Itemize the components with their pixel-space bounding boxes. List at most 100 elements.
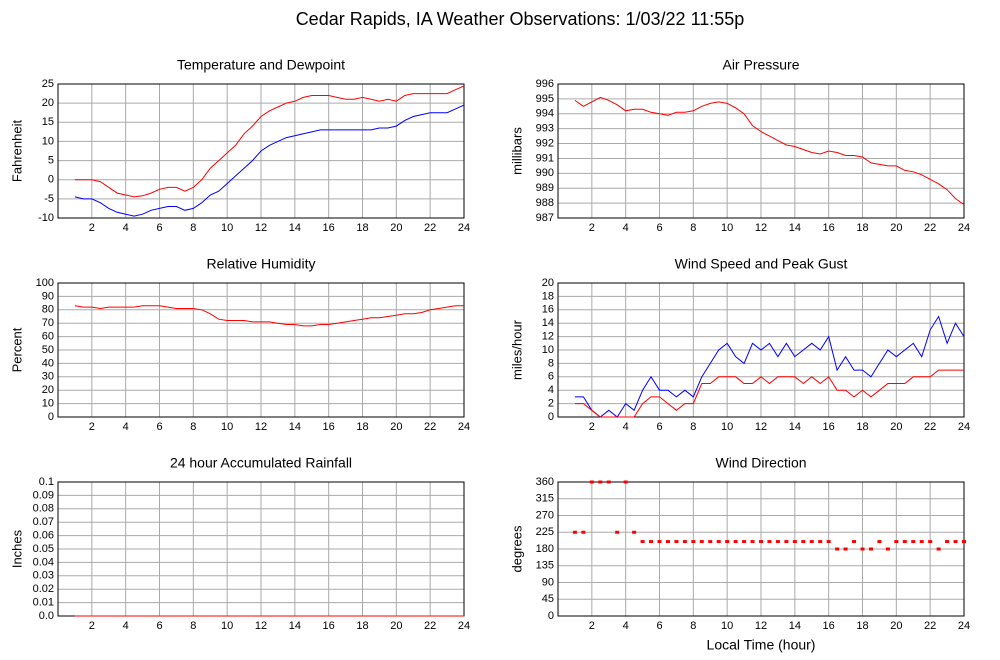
y-tick-label: 14: [542, 317, 554, 329]
data-point: [962, 540, 966, 544]
y-axis-label: degrees: [509, 525, 524, 572]
x-tick-label: 24: [458, 421, 470, 433]
y-tick-label: 10: [42, 398, 54, 410]
data-point: [902, 540, 907, 544]
data-point: [665, 540, 670, 544]
x-tick-label: 20: [890, 222, 902, 234]
data-point: [640, 540, 645, 544]
x-tick-label: 16: [823, 620, 835, 632]
data-point: [835, 547, 840, 551]
y-tick-label: 20: [542, 277, 554, 289]
x-tick-label: 14: [789, 620, 801, 632]
y-tick-label: 70: [42, 317, 54, 329]
y-tick-label: 5: [48, 154, 54, 166]
x-tick-label: 10: [221, 421, 233, 433]
data-point: [928, 540, 933, 544]
x-tick-label: 8: [190, 620, 196, 632]
y-tick-label: -10: [38, 212, 54, 224]
x-tick-label: 2: [589, 421, 595, 433]
x-tick-label: 14: [789, 222, 801, 234]
y-tick-label: 225: [536, 526, 554, 538]
x-tick-label: 18: [856, 222, 868, 234]
x-tick-label: 8: [190, 421, 196, 433]
x-tick-label: 18: [356, 421, 368, 433]
x-tick-label: 20: [890, 620, 902, 632]
data-point: [826, 540, 831, 544]
x-tick-label: 20: [390, 222, 402, 234]
y-tick-label: 992: [536, 137, 554, 149]
data-point: [657, 540, 662, 544]
x-tick-label: 22: [924, 222, 936, 234]
x-tick-label: 12: [255, 421, 267, 433]
y-tick-label: 20: [42, 97, 54, 109]
y-tick-label: 80: [42, 304, 54, 316]
data-point: [572, 530, 577, 534]
y-tick-label: 0.03: [33, 570, 54, 582]
x-tick-label: 8: [690, 222, 696, 234]
y-tick-label: 10: [542, 344, 554, 356]
x-tick-label: 16: [323, 421, 335, 433]
x-tick-label: 16: [823, 222, 835, 234]
x-tick-label: 18: [356, 222, 368, 234]
panel-title: Air Pressure: [722, 57, 799, 73]
y-tick-label: 100: [36, 277, 54, 289]
x-tick-label: 6: [656, 222, 662, 234]
x-tick-label: 24: [458, 222, 470, 234]
x-tick-label: 20: [390, 620, 402, 632]
y-tick-label: 0.06: [33, 530, 54, 542]
panel-title: Wind Speed and Peak Gust: [675, 256, 848, 272]
y-tick-label: 15: [42, 116, 54, 128]
x-tick-label: 2: [589, 222, 595, 234]
data-point: [699, 540, 704, 544]
y-tick-label: 993: [536, 123, 554, 135]
y-tick-label: 0.07: [33, 516, 54, 528]
y-tick-label: 0.05: [33, 543, 54, 555]
data-point: [792, 540, 797, 544]
data-point: [589, 480, 594, 484]
x-tick-label: 4: [123, 222, 129, 234]
y-tick-label: 991: [536, 152, 554, 164]
x-tick-label: 2: [89, 421, 95, 433]
panel-title: 24 hour Accumulated Rainfall: [170, 455, 352, 471]
x-tick-label: 18: [856, 620, 868, 632]
y-tick-label: 180: [536, 543, 554, 555]
y-tick-label: 20: [42, 384, 54, 396]
x-tick-label: 18: [856, 421, 868, 433]
x-tick-label: 12: [755, 222, 767, 234]
x-tick-label: 6: [656, 620, 662, 632]
data-point: [919, 540, 924, 544]
data-line: [74, 104, 465, 217]
data-point: [632, 530, 637, 534]
page-title: Cedar Rapids, IA Weather Observations: 1…: [296, 9, 745, 29]
x-tick-label: 16: [323, 222, 335, 234]
y-tick-label: 10: [42, 135, 54, 147]
x-tick-label: 4: [123, 421, 129, 433]
data-point: [936, 547, 941, 551]
data-point: [784, 540, 789, 544]
x-axis-label: Local Time (hour): [707, 637, 816, 653]
data-point: [852, 540, 857, 544]
x-tick-label: 10: [221, 222, 233, 234]
plot-frame: [57, 282, 465, 418]
y-tick-label: 40: [42, 357, 54, 369]
y-tick-label: 90: [542, 576, 554, 588]
x-tick-label: 24: [958, 421, 970, 433]
x-tick-label: 16: [823, 421, 835, 433]
data-point: [953, 540, 958, 544]
data-point: [818, 540, 823, 544]
x-tick-label: 8: [690, 421, 696, 433]
y-tick-label: 0: [48, 174, 54, 186]
y-axis-label: Percent: [9, 327, 24, 372]
x-tick-label: 18: [356, 620, 368, 632]
data-point: [682, 540, 687, 544]
x-tick-label: 12: [255, 222, 267, 234]
y-tick-label: 0.1: [39, 476, 54, 488]
data-point: [742, 540, 747, 544]
x-tick-label: 24: [958, 620, 970, 632]
plot-frame: [57, 83, 465, 219]
data-point: [759, 540, 763, 544]
y-tick-label: 135: [536, 560, 554, 572]
y-tick-label: 995: [536, 93, 554, 105]
